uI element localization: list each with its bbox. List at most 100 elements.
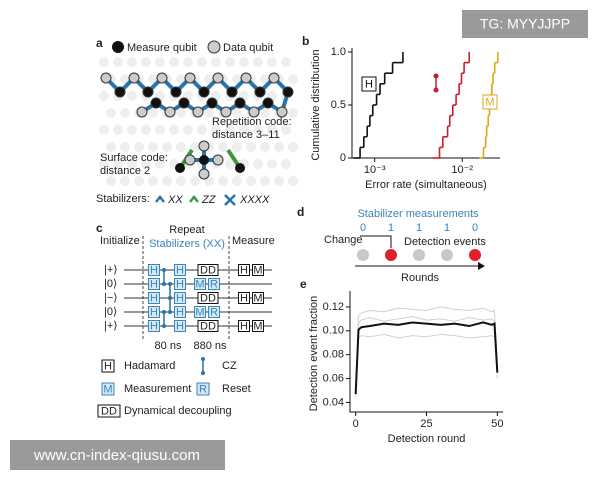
bg-qubit (239, 57, 249, 67)
state: |+⟩ (104, 264, 118, 276)
bg-qubit (155, 57, 165, 67)
bg-qubit (260, 176, 270, 186)
event (441, 249, 453, 261)
gate-symbol: R (210, 306, 218, 318)
bg-qubit (253, 57, 263, 67)
measure-qubit (282, 86, 294, 98)
data-qubit (212, 154, 224, 166)
measurement: 0 (472, 222, 478, 234)
legend-text: Dynamical decoupling (124, 405, 232, 417)
measure-qubit (198, 86, 210, 98)
bg-qubit (176, 176, 186, 186)
gate (238, 264, 250, 276)
bg-qubit (288, 176, 298, 186)
bg-qubit (99, 159, 109, 169)
legend-text: Data qubit (223, 42, 273, 54)
y-tick-label: 0.5 (331, 99, 346, 111)
measurement: 0 (360, 222, 366, 234)
section: Stabilizers (XX) (149, 238, 225, 250)
bg-qubit (232, 176, 242, 186)
annotation: Surface code: (100, 152, 168, 164)
gate-symbol: H (150, 278, 158, 290)
gate-symbol: H (150, 264, 158, 276)
gate-symbol: H (150, 320, 158, 332)
bg-qubit (211, 125, 221, 135)
legend-box (101, 359, 115, 373)
legend-text: CZ (222, 360, 237, 372)
series-line (355, 306, 498, 391)
gate-symbol: R (199, 383, 207, 395)
gate-symbol: H (176, 278, 184, 290)
stabilizer: XXXX (239, 194, 270, 206)
gate (174, 306, 186, 318)
state: |+⟩ (104, 320, 118, 332)
circuit: |+⟩ H H DD H M|0⟩ H H M R|−⟩ H H DD H M|0⟩ H H M R|+⟩ H H DD H… (104, 264, 272, 332)
data-qubit (100, 72, 112, 84)
data-qubit (184, 72, 196, 84)
bg-qubit (211, 57, 221, 67)
stabilizer: ZZ (201, 194, 217, 206)
section: Repeat (169, 224, 204, 236)
bg-qubit (197, 125, 207, 135)
gate-symbol: H (176, 320, 184, 332)
watermark-box (10, 440, 225, 470)
event (413, 249, 425, 261)
gate (252, 264, 264, 276)
y-tick-label: 0.10 (323, 325, 344, 337)
cz (162, 310, 166, 314)
legend-text: H (365, 78, 373, 90)
measure-qubit (206, 97, 218, 109)
watermark: TG: MYYJJPP (480, 16, 570, 32)
y-tick-label: 0.08 (323, 349, 344, 361)
legend-text: Measure qubit (127, 42, 197, 54)
gate (148, 320, 160, 332)
bg-qubit (232, 142, 242, 152)
measure-qubit (175, 163, 185, 173)
panel-label: d (297, 205, 304, 219)
bg-qubit (274, 176, 284, 186)
bg-qubit (113, 57, 123, 67)
bg-qubit (183, 125, 193, 135)
bg-qubit (288, 108, 298, 118)
bg-qubit (225, 159, 235, 169)
bg-qubit (127, 159, 137, 169)
gate (148, 306, 160, 318)
data-qubit (128, 72, 140, 84)
watermark: www.cn-index-qiusu.com (33, 447, 200, 464)
x-tick-label: 0 (353, 418, 359, 430)
cz (168, 282, 172, 286)
bg-qubit (106, 108, 116, 118)
bg-qubit (141, 57, 151, 67)
gate (174, 264, 186, 276)
bg-qubit (127, 57, 137, 67)
gate (197, 264, 219, 276)
gate (148, 278, 160, 290)
bg-qubit (183, 57, 193, 67)
gate-symbol: H (240, 264, 248, 276)
measurement: 1 (444, 222, 450, 234)
bg-qubit (204, 74, 214, 84)
bg-qubit (239, 125, 249, 135)
bg-qubit (197, 57, 207, 67)
gate-symbol: M (253, 292, 262, 304)
gate-symbol: H (240, 292, 248, 304)
panel-label: c (96, 221, 103, 235)
gate (208, 278, 220, 290)
cz-icon (201, 371, 205, 375)
bg-qubit (176, 142, 186, 152)
event (357, 249, 369, 261)
bg-qubit (134, 142, 144, 152)
lattice (99, 57, 298, 186)
data-qubit (184, 154, 196, 166)
annotation: Repetition code: (212, 116, 292, 128)
x-tick-label: 50 (491, 418, 503, 430)
bg-qubit (253, 125, 263, 135)
bg-qubit (141, 159, 151, 169)
gate-symbol: DD (101, 405, 117, 417)
bg-qubit (120, 142, 130, 152)
change-arrow (360, 235, 392, 248)
gate-symbol: H (150, 292, 158, 304)
bg-qubit (267, 57, 277, 67)
bg-qubit (176, 74, 186, 84)
legend-text: M (485, 96, 494, 108)
